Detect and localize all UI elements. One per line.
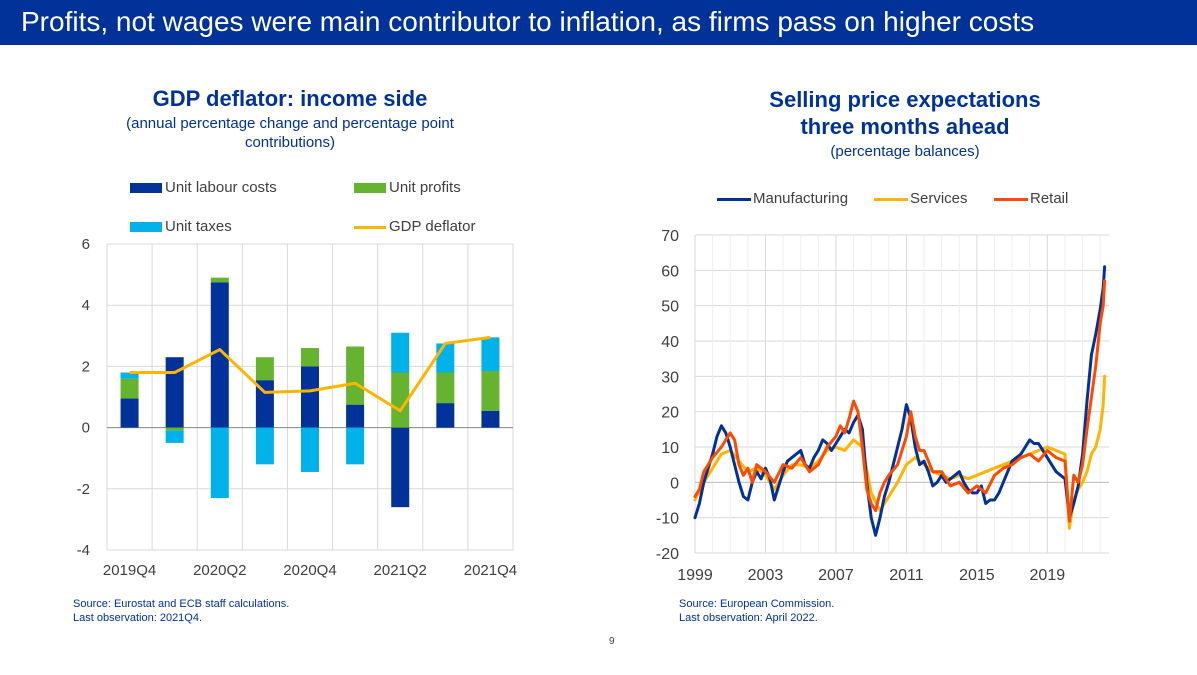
left-x-tick-label: 2021Q2 bbox=[374, 562, 427, 579]
legend-label-services: Services bbox=[910, 190, 968, 207]
right-chart-subtitle: (percentage balances) bbox=[830, 143, 980, 160]
left-bar-labour bbox=[120, 398, 139, 428]
left-bar-profits bbox=[165, 427, 184, 431]
left-bar-taxes bbox=[481, 337, 500, 371]
right-y-tick-label: -20 bbox=[656, 546, 679, 563]
right-x-tick-label: 2003 bbox=[748, 567, 784, 584]
left-y-tick-label: 6 bbox=[82, 236, 90, 253]
legend-label-unit-taxes: Unit taxes bbox=[165, 218, 232, 235]
right-x-tick-label: 2015 bbox=[959, 567, 995, 584]
right-y-tick-label: 30 bbox=[661, 369, 679, 386]
legend-swatch-gdp-deflator bbox=[354, 226, 386, 229]
left-chart-subtitle-line2: contributions) bbox=[244, 134, 336, 151]
left-bar-taxes bbox=[436, 343, 455, 373]
legend-swatch-manufacturing bbox=[717, 198, 751, 201]
right-chart: -20 -10 0 10 20 30 40 50 60 70 1999 2003 2007 2011 201… bbox=[656, 228, 1109, 584]
left-bar-taxes bbox=[346, 427, 365, 465]
left-bar-labour bbox=[165, 357, 184, 428]
left-y-tick-label: 0 bbox=[82, 420, 90, 437]
left-bar-profits bbox=[120, 378, 139, 399]
right-line-retail bbox=[693, 279, 1107, 523]
left-chart-title: GDP deflator: income side bbox=[152, 86, 428, 111]
legend-swatch-unit-taxes bbox=[130, 222, 162, 232]
legend-swatch-unit-profits bbox=[354, 183, 386, 193]
left-y-tick-label: 4 bbox=[82, 297, 90, 314]
left-chart-subtitle-line1: (annual percentage change and percentage… bbox=[126, 115, 454, 132]
right-x-tick-label: 2019 bbox=[1030, 567, 1066, 584]
left-bar-profits bbox=[255, 357, 274, 381]
left-source: Source: Eurostat and ECB staff calculati… bbox=[73, 598, 290, 610]
right-source: Source: European Commission. bbox=[679, 598, 835, 610]
left-line-gdp-deflator bbox=[129, 335, 491, 413]
left-y-tick-label: 2 bbox=[82, 358, 90, 375]
right-y-tick-label: 20 bbox=[661, 405, 679, 422]
right-chart-title-line1: Selling price expectations bbox=[769, 87, 1041, 112]
legend-label-unit-labour-costs: Unit labour costs bbox=[165, 179, 277, 196]
left-bar-labour bbox=[210, 282, 229, 428]
right-x-tick-label: 1999 bbox=[677, 567, 713, 584]
legend-label-retail: Retail bbox=[1030, 190, 1069, 207]
left-bar-labour bbox=[436, 403, 455, 428]
left-y-tick-label: -2 bbox=[77, 481, 90, 498]
slide-header: Profits, not wages were main contributor… bbox=[0, 0, 1197, 45]
right-y-tick-label: -10 bbox=[656, 511, 679, 528]
left-bar-taxes bbox=[391, 332, 410, 373]
left-x-tick-label: 2020Q2 bbox=[193, 562, 246, 579]
left-bar-labour bbox=[346, 404, 365, 428]
right-x-tick-label: 2007 bbox=[818, 567, 854, 584]
left-bar-taxes bbox=[301, 427, 319, 472]
left-bar-profits bbox=[436, 372, 455, 404]
left-bar-profits bbox=[481, 370, 500, 411]
left-x-tick-label: 2020Q4 bbox=[283, 562, 336, 579]
legend-label-gdp-deflator: GDP deflator bbox=[389, 218, 476, 235]
left-chart: -4 -2 0 2 4 6 2019Q4 2020Q2 2020Q4 2021Q2 2021Q4 bbox=[77, 236, 517, 579]
left-bar-taxes bbox=[165, 430, 184, 443]
left-x-tick-label: 2021Q4 bbox=[464, 562, 517, 579]
legend-label-unit-profits: Unit profits bbox=[389, 179, 461, 196]
left-x-tick-label: 2019Q4 bbox=[103, 562, 156, 579]
right-y-tick-label: 40 bbox=[661, 334, 679, 351]
left-bar-taxes bbox=[210, 427, 229, 498]
left-bar-profits bbox=[301, 348, 319, 367]
left-last-observation: Last observation: 2021Q4. bbox=[73, 612, 203, 624]
left-bar-labour bbox=[391, 427, 410, 508]
legend-swatch-retail bbox=[994, 198, 1028, 201]
left-y-tick-label: -4 bbox=[77, 542, 90, 559]
right-y-tick-label: 70 bbox=[661, 228, 679, 245]
left-bar-taxes bbox=[120, 372, 139, 379]
left-bar-profits bbox=[210, 277, 229, 283]
right-last-observation: Last observation: April 2022. bbox=[679, 612, 818, 624]
legend-swatch-unit-labour-costs bbox=[130, 183, 162, 193]
right-chart-title-line2: three months ahead bbox=[800, 114, 1010, 139]
page-number: 9 bbox=[609, 636, 615, 647]
left-bar-labour bbox=[481, 410, 500, 428]
left-bar-taxes bbox=[255, 427, 274, 465]
slide-title: Profits, not wages were main contributor… bbox=[21, 6, 1035, 37]
right-y-tick-label: 10 bbox=[661, 440, 679, 457]
right-line-manufacturing bbox=[693, 265, 1107, 537]
left-bar-profits bbox=[346, 346, 365, 405]
right-y-tick-label: 0 bbox=[670, 475, 679, 492]
left-bar-labour bbox=[301, 366, 319, 428]
right-x-tick-label: 2011 bbox=[889, 567, 924, 584]
left-bar-profits bbox=[391, 372, 410, 428]
right-y-tick-label: 50 bbox=[661, 299, 679, 316]
legend-label-manufacturing: Manufacturing bbox=[753, 190, 849, 207]
right-y-tick-label: 60 bbox=[661, 263, 679, 280]
legend-swatch-services bbox=[874, 198, 908, 201]
